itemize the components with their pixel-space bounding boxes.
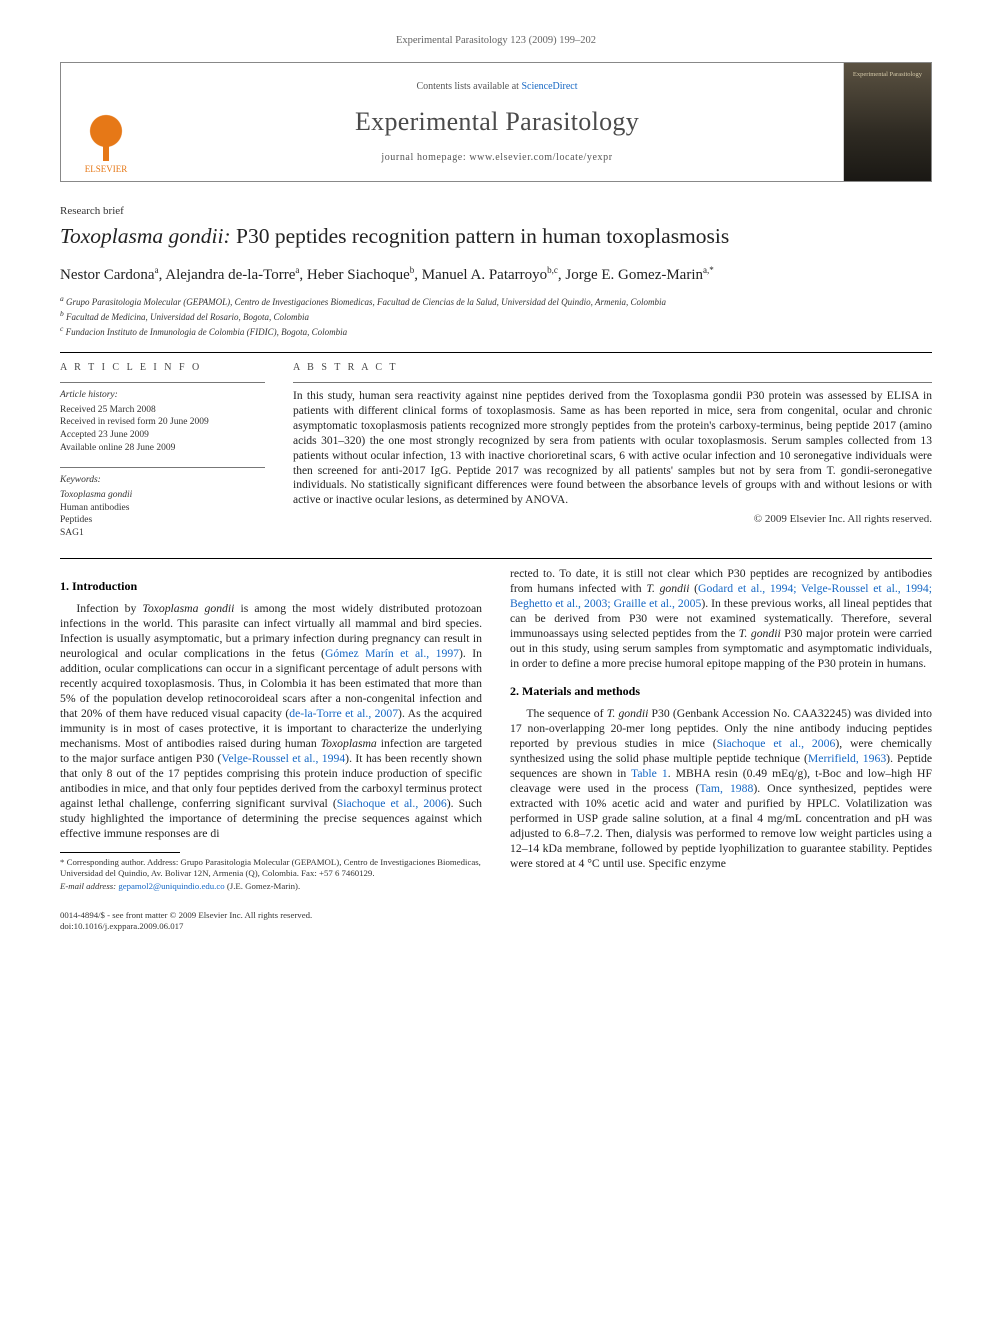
email-footnote: E-mail address: gepamol2@uniquindio.edu.…: [60, 881, 482, 892]
email-label: E-mail address:: [60, 881, 118, 891]
email-link[interactable]: gepamol2@uniquindio.edu.co: [118, 881, 224, 891]
author: Heber Siachoqueb: [307, 267, 414, 283]
corr-label: * Corresponding author.: [60, 857, 145, 867]
bottom-metadata: 0014-4894/$ - see front matter © 2009 El…: [60, 910, 932, 933]
t: Toxoplasma gondii: [142, 602, 234, 615]
contents-prefix: Contents lists available at: [416, 81, 521, 92]
abstract-copyright: © 2009 Elsevier Inc. All rights reserved…: [293, 512, 932, 527]
homepage-line: journal homepage: www.elsevier.com/locat…: [161, 151, 833, 165]
t: T. gondii: [646, 582, 689, 595]
article-type: Research brief: [60, 204, 932, 219]
citation-link[interactable]: Merrifield, 1963: [808, 752, 886, 765]
methods-paragraph-1: The sequence of T. gondii P30 (Genbank A…: [510, 707, 932, 872]
contents-line: Contents lists available at ScienceDirec…: [161, 80, 833, 94]
citation-link[interactable]: Tam, 1988: [699, 782, 753, 795]
front-matter-line: 0014-4894/$ - see front matter © 2009 El…: [60, 910, 932, 921]
info-heading: A R T I C L E I N F O: [60, 361, 265, 375]
homepage-prefix: journal homepage:: [381, 152, 469, 163]
publisher-logo-cell: ELSEVIER: [61, 63, 151, 181]
elsevier-logo[interactable]: ELSEVIER: [81, 111, 131, 175]
t: (: [689, 582, 698, 595]
section-heading-intro: 1. Introduction: [60, 579, 482, 594]
info-rule-2: [60, 467, 265, 468]
cover-label: Experimental Parasitology: [844, 71, 931, 78]
title-rest: P30 peptides recognition pattern in huma…: [231, 224, 730, 248]
citation-link[interactable]: Siachoque et al., 2006: [337, 797, 447, 810]
keyword: Peptides: [60, 514, 265, 527]
elsevier-tree-icon: [81, 111, 131, 161]
history-label: Article history:: [60, 389, 265, 402]
t: T. gondii: [739, 627, 781, 640]
citation-link[interactable]: Velge-Roussel et al., 1994: [221, 752, 345, 765]
journal-header-box: ELSEVIER Contents lists available at Sci…: [60, 62, 932, 182]
abstract-heading: A B S T R A C T: [293, 361, 932, 375]
t: Infection by: [76, 602, 142, 615]
corresponding-author-footnote: * Corresponding author. Address: Grupo P…: [60, 857, 482, 879]
history-line: Received 25 March 2008: [60, 404, 265, 417]
affiliation: b Facultad de Medicina, Universidad del …: [60, 309, 932, 323]
running-head: Experimental Parasitology 123 (2009) 199…: [60, 34, 932, 48]
author: Alejandra de-la-Torrea: [165, 267, 299, 283]
abstract-column: A B S T R A C T In this study, human ser…: [293, 361, 932, 540]
author: Jorge E. Gomez-Marina,*: [565, 267, 713, 283]
article-info-column: A R T I C L E I N F O Article history: R…: [60, 361, 265, 540]
publisher-name: ELSEVIER: [85, 164, 128, 174]
doi-line: doi:10.1016/j.exppara.2009.06.017: [60, 921, 932, 932]
abstract-section: A R T I C L E I N F O Article history: R…: [60, 361, 932, 540]
body-columns: 1. Introduction Infection by Toxoplasma …: [60, 567, 932, 894]
history-line: Accepted 23 June 2009: [60, 429, 265, 442]
history-line: Received in revised form 20 June 2009: [60, 416, 265, 429]
sciencedirect-link[interactable]: ScienceDirect: [521, 81, 577, 92]
keyword: Human antibodies: [60, 502, 265, 515]
t: T. gondii: [607, 707, 649, 720]
t: Toxoplasma: [321, 737, 377, 750]
abstract-rule: [293, 382, 932, 383]
t: ). Once synthesized, peptides were extra…: [510, 782, 932, 870]
footnote-separator: [60, 852, 180, 853]
info-rule-1: [60, 382, 265, 383]
author: Manuel A. Patarroyob,c: [422, 267, 558, 283]
abstract-text: In this study, human sera reactivity aga…: [293, 389, 932, 509]
article-title: Toxoplasma gondii: P30 peptides recognit…: [60, 223, 932, 250]
citation-link[interactable]: de-la-Torre et al., 2007: [289, 707, 398, 720]
t: The sequence of: [526, 707, 606, 720]
title-italic: Toxoplasma gondii:: [60, 224, 231, 248]
author: Nestor Cardonaa: [60, 267, 159, 283]
journal-title: Experimental Parasitology: [161, 104, 833, 139]
affiliation: c Fundacion Instituto de Inmunologia de …: [60, 324, 932, 338]
section-heading-methods: 2. Materials and methods: [510, 684, 932, 699]
intro-paragraph-1: Infection by Toxoplasma gondii is among …: [60, 602, 482, 842]
affiliation: a Grupo Parasitologia Molecular (GEPAMOL…: [60, 294, 932, 308]
keyword: SAG1: [60, 527, 265, 540]
cover-thumbnail: Experimental Parasitology: [843, 63, 931, 181]
email-suffix: (J.E. Gomez-Marin).: [225, 881, 300, 891]
affiliations: a Grupo Parasitologia Molecular (GEPAMOL…: [60, 294, 932, 338]
homepage-url[interactable]: www.elsevier.com/locate/yexpr: [469, 152, 612, 163]
keyword: Toxoplasma gondii: [60, 489, 265, 502]
authors-list: Nestor Cardonaa, Alejandra de-la-Torrea,…: [60, 264, 932, 286]
rule-top: [60, 352, 932, 353]
keywords-label: Keywords:: [60, 474, 265, 487]
table-ref-link[interactable]: Table 1: [631, 767, 668, 780]
journal-center: Contents lists available at ScienceDirec…: [151, 63, 843, 181]
citation-link[interactable]: Siachoque et al., 2006: [717, 737, 836, 750]
intro-paragraph-2: rected to. To date, it is still not clea…: [510, 567, 932, 672]
history-line: Available online 28 June 2009: [60, 442, 265, 455]
citation-link[interactable]: Gómez Marín et al., 1997: [325, 647, 459, 660]
rule-bottom: [60, 558, 932, 559]
